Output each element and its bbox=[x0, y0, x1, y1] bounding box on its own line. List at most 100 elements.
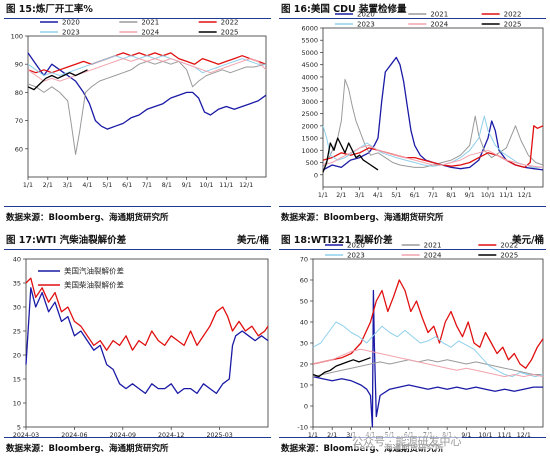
panel-cdu-maintenance: 图 16:美国 CDU 装置检修量 0 500 1000 1500 2000 2500 30… bbox=[275, 0, 550, 231]
y-tick-label: 2500 bbox=[301, 110, 318, 118]
x-tick-label: 9/1 bbox=[182, 182, 192, 189]
y-tick-label: 3000 bbox=[301, 98, 318, 106]
y-tick-label: 10 bbox=[13, 400, 21, 408]
chart-plot: 5 10 15 20 25 30 35 40 2024-03 2024-06 2024-09 2024… bbox=[13, 256, 269, 439]
y-tick-label: 80 bbox=[15, 89, 23, 97]
x-tick-label: 1/1 bbox=[318, 192, 328, 199]
y-tick-label: 0 bbox=[304, 403, 308, 411]
x-tick-label: 12/1 bbox=[517, 432, 531, 439]
x-tick-label: 9/1 bbox=[465, 192, 475, 199]
legend-label: 2023 bbox=[347, 252, 365, 260]
series-line-2021 bbox=[312, 359, 543, 378]
y-tick-label: 20 bbox=[300, 361, 308, 369]
legend-label: 2022 bbox=[504, 11, 522, 19]
series-line-2025 bbox=[27, 69, 88, 91]
x-tick-label: 2024-12 bbox=[158, 432, 184, 439]
x-tick-label: 7/1 bbox=[428, 192, 438, 199]
y-tick-label: 30 bbox=[300, 340, 308, 348]
series-line-2024 bbox=[322, 144, 544, 168]
y-tick-label: 40 bbox=[300, 319, 308, 327]
legend-label: 2020 bbox=[357, 11, 375, 19]
source-divider bbox=[279, 206, 546, 207]
legend-label: 2025 bbox=[221, 29, 239, 37]
x-tick-label: 2024-03 bbox=[13, 432, 39, 439]
chart-unit: 美元/桶 bbox=[237, 235, 269, 246]
plot-frame bbox=[27, 35, 267, 178]
x-tick-label: 1/1 bbox=[308, 432, 318, 439]
x-tick-label: 6/1 bbox=[122, 182, 132, 189]
chart-unit: 美元/桶 bbox=[512, 235, 544, 246]
panel-wti321-crack: 图 18:WTI321 裂解价差 美元/桶 -10 0 10 20 30 40 50 60 70… bbox=[275, 231, 550, 462]
series-line-美国汽油裂解价差 bbox=[25, 287, 269, 395]
x-tick-label: 2025-03 bbox=[206, 432, 232, 439]
title-bar: 图 18:WTI321 裂解价差 美元/桶 bbox=[279, 233, 546, 250]
series-line-2024 bbox=[27, 58, 267, 82]
x-tick-label: 12/1 bbox=[518, 192, 532, 199]
x-tick-label: 2/1 bbox=[43, 182, 53, 189]
y-tick-label: 35 bbox=[13, 280, 21, 288]
chart-plot: -100102030405060701/12/13/14/15/16/17/18… bbox=[297, 242, 544, 439]
x-tick-label: 10/1 bbox=[481, 192, 495, 199]
y-tick-label: 90 bbox=[15, 61, 23, 69]
chart-title: 图 17:WTI 汽柴油裂解价差 bbox=[6, 235, 127, 246]
series-line-2022 bbox=[312, 279, 544, 369]
series-line-2023 bbox=[312, 321, 544, 378]
legend-label: 2023 bbox=[357, 21, 375, 29]
source-divider bbox=[4, 437, 271, 438]
x-tick-label: 2/1 bbox=[336, 192, 346, 199]
panel-refinery-utilization: 图 15:炼厂开工率% 60 70 80 90 100 1/1 2/1 3/1 4/1 5/1 6/… bbox=[0, 0, 275, 231]
x-tick-label: 3/1 bbox=[355, 192, 365, 199]
source-divider bbox=[4, 206, 271, 207]
y-tick-label: 0 bbox=[314, 171, 318, 179]
y-tick-label: 60 bbox=[15, 145, 23, 153]
y-tick-label: 40 bbox=[13, 256, 21, 264]
title-bar: 图 17:WTI 汽柴油裂解价差 美元/桶 bbox=[4, 233, 271, 250]
y-tick-label: 5 bbox=[17, 424, 21, 432]
y-tick-label: 100 bbox=[11, 33, 23, 41]
y-tick-label: 15 bbox=[13, 376, 21, 384]
x-tick-label: 9/1 bbox=[461, 432, 471, 439]
x-tick-label: 8/1 bbox=[162, 182, 172, 189]
plot-frame bbox=[312, 258, 544, 428]
y-tick-label: 30 bbox=[13, 304, 21, 312]
x-tick-label: 2024-06 bbox=[61, 432, 87, 439]
legend-label: 美国柴油裂解价差 bbox=[64, 280, 124, 290]
y-tick-label: 1500 bbox=[301, 135, 318, 143]
legend-label: 2023 bbox=[62, 29, 80, 37]
panel-wti-gasoline-diesel-crack: 图 17:WTI 汽柴油裂解价差 美元/桶 5 10 15 20 25 30 35 40 202… bbox=[0, 231, 275, 462]
legend-label: 2020 bbox=[347, 242, 365, 250]
x-tick-label: 11/1 bbox=[498, 432, 512, 439]
chart-title: 图 16:美国 CDU 装置检修量 bbox=[281, 4, 407, 15]
x-tick-label: 1/1 bbox=[23, 182, 33, 189]
legend-label: 2025 bbox=[504, 21, 522, 29]
x-tick-label: 6/1 bbox=[410, 192, 420, 199]
legend-label: 2021 bbox=[424, 242, 442, 250]
series-line-2021 bbox=[322, 78, 544, 168]
y-tick-label: 4500 bbox=[301, 61, 318, 69]
x-tick-label: 5/1 bbox=[102, 182, 112, 189]
legend-label: 2020 bbox=[62, 19, 80, 27]
legend-label: 2021 bbox=[141, 19, 159, 27]
chart-plot: 60 70 80 90 100 1/1 2/1 3/1 4/1 5/1 6/1 7/1 8/1 9/1 10… bbox=[11, 19, 267, 189]
legend-label: 美国汽油裂解价差 bbox=[64, 266, 124, 276]
y-tick-label: 500 bbox=[306, 159, 318, 167]
legend-label: 2024 bbox=[424, 252, 442, 260]
legend-label: 2022 bbox=[500, 242, 518, 250]
x-tick-label: 5/1 bbox=[391, 192, 401, 199]
y-tick-label: 4000 bbox=[301, 73, 318, 81]
title-bar: 图 15:炼厂开工率% bbox=[4, 2, 271, 19]
y-tick-label: 70 bbox=[300, 256, 308, 264]
x-tick-label: 10/1 bbox=[478, 432, 492, 439]
y-tick-label: 60 bbox=[300, 277, 308, 285]
series-line-2025 bbox=[322, 137, 379, 173]
x-tick-label: 3/1 bbox=[63, 182, 73, 189]
legend-label: 2021 bbox=[430, 11, 448, 19]
y-tick-label: -10 bbox=[297, 424, 308, 432]
y-tick-label: 25 bbox=[13, 328, 21, 336]
x-tick-label: 11/1 bbox=[219, 182, 233, 189]
source-note: 数据来源：Bloomberg、海通期货研究所 bbox=[6, 444, 169, 454]
x-tick-label: 8/1 bbox=[446, 192, 456, 199]
y-tick-label: 50 bbox=[300, 298, 308, 306]
y-tick-label: 20 bbox=[13, 352, 21, 360]
series-line-2021 bbox=[27, 60, 267, 155]
